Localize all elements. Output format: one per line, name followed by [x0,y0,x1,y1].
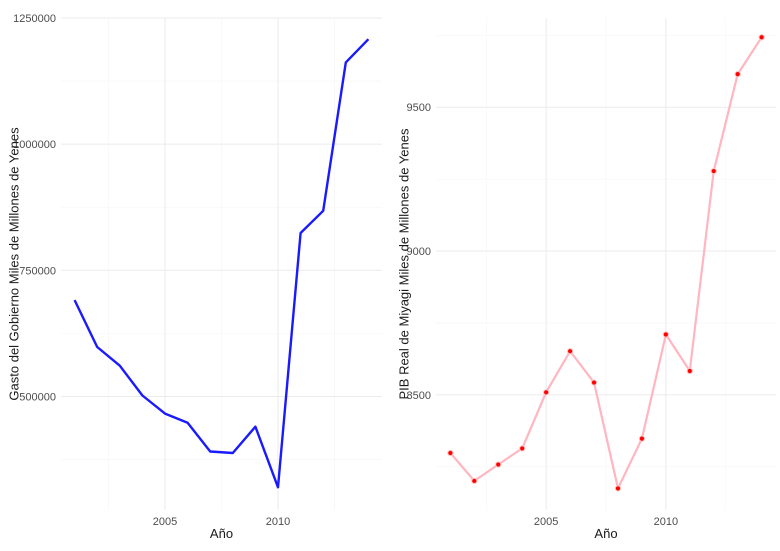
right-y-tick-label: 8500 [407,390,431,402]
government-spending-chart: 500000 750000 1000000 1250000 2005 2010 Año Gas… [7,13,382,541]
right-data-point [686,367,693,375]
left-y-tick-label: 1000000 [13,139,56,151]
left-gridlines [61,17,382,510]
right-data-point [471,477,478,485]
right-y-tick-label: 9000 [407,246,431,258]
right-data-point [662,331,669,338]
left-y-axis-title: Gasto del Gobierno Miles de Millones de … [7,127,22,401]
right-gridlines [436,18,776,510]
right-series-line [449,36,763,490]
right-data-point [758,34,765,41]
right-data-point [590,379,598,386]
right-data-point [543,389,550,396]
right-y-tick-label: 9500 [407,102,431,114]
left-y-tick-label: 500000 [19,391,56,403]
right-x-axis-title: Año [594,526,617,541]
left-x-tick-label: 2005 [153,516,177,528]
left-series-line [73,38,370,489]
left-y-tick-label: 1250000 [13,13,56,25]
right-y-axis-title: PIB Real de Miyagi Miles de Millones de … [397,128,412,399]
miyagi-gdp-chart: 8500 9000 9500 2005 2010 Año PIB Real de Miyag… [397,18,776,541]
right-data-point [638,435,646,442]
left-x-axis-title: Año [210,526,233,541]
right-data-point [614,485,622,492]
right-x-tick-label: 2010 [654,516,678,528]
right-x-tick-label: 2005 [534,516,558,528]
right-data-point [447,449,454,457]
right-data-point [566,348,574,355]
right-data-point [495,461,502,468]
left-x-tick-label: 2010 [266,516,290,528]
right-data-point [519,445,526,452]
left-y-tick-label: 750000 [19,265,56,277]
right-data-point [710,167,717,175]
right-data-point [734,71,741,78]
